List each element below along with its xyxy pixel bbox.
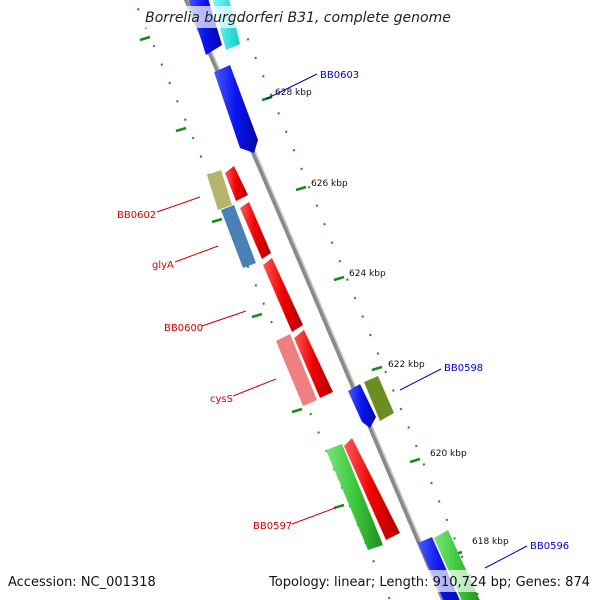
leader-bb0600 (201, 310, 247, 327)
major-tick-marks (139, 35, 463, 557)
genome-backbone-highlight (187, 0, 447, 600)
leader-glya (174, 245, 219, 263)
tick-label-622: 622 kbp (388, 360, 425, 370)
leader-bb0603 (265, 73, 318, 100)
gene-red-3[interactable] (294, 330, 333, 398)
tick-label-628: 628 kbp (275, 88, 312, 98)
gene-glya[interactable] (221, 205, 256, 268)
gene-bb0603[interactable] (214, 65, 258, 153)
gene-label-bb0597[interactable]: BB0597 (253, 521, 292, 532)
tick-label-626: 626 kbp (311, 179, 348, 189)
gene-bb0602[interactable] (207, 170, 232, 210)
footer-backdrop (290, 570, 595, 592)
gene-bb0598[interactable] (364, 376, 394, 421)
gene-red-small[interactable] (225, 166, 248, 201)
accession-text: Accession: NC_001318 (8, 575, 156, 590)
title-backdrop (140, 6, 456, 28)
gene-label-bb0598[interactable]: BB0598 (444, 363, 483, 374)
gene-label-bb0603[interactable]: BB0603 (320, 70, 359, 81)
summary-text: Topology: linear; Length: 910,724 bp; Ge… (268, 575, 590, 590)
gene-red-2[interactable] (240, 202, 271, 259)
gene-cyss[interactable] (276, 334, 317, 406)
gene-blue-mid[interactable] (348, 384, 376, 428)
tick-label-624: 624 kbp (349, 269, 386, 279)
gene-label-bb0602[interactable]: BB0602 (117, 210, 156, 221)
tick-label-620: 620 kbp (430, 449, 467, 459)
gene-label-bb0596[interactable]: BB0596 (530, 541, 569, 552)
leader-bb0597 (291, 507, 336, 525)
leader-bb0596 (484, 545, 528, 569)
leader-cyss (232, 378, 277, 397)
map-title: Borrelia burgdorferi B31, complete genom… (145, 10, 451, 26)
gene-red-4[interactable] (344, 438, 400, 540)
leader-bb0602 (156, 196, 201, 213)
gene-bb0597[interactable] (326, 444, 383, 550)
gene-label-glya[interactable]: glyA (152, 260, 174, 271)
gene-label-cyss[interactable]: cysS (210, 394, 233, 405)
leader-bb0598 (399, 368, 442, 391)
tick-label-618: 618 kbp (472, 537, 509, 547)
genome-backbone (183, 0, 447, 600)
gene-label-bb0600[interactable]: BB0600 (164, 323, 203, 334)
left-tick-guide (133, 0, 391, 600)
gene-bb0600[interactable] (263, 258, 303, 332)
